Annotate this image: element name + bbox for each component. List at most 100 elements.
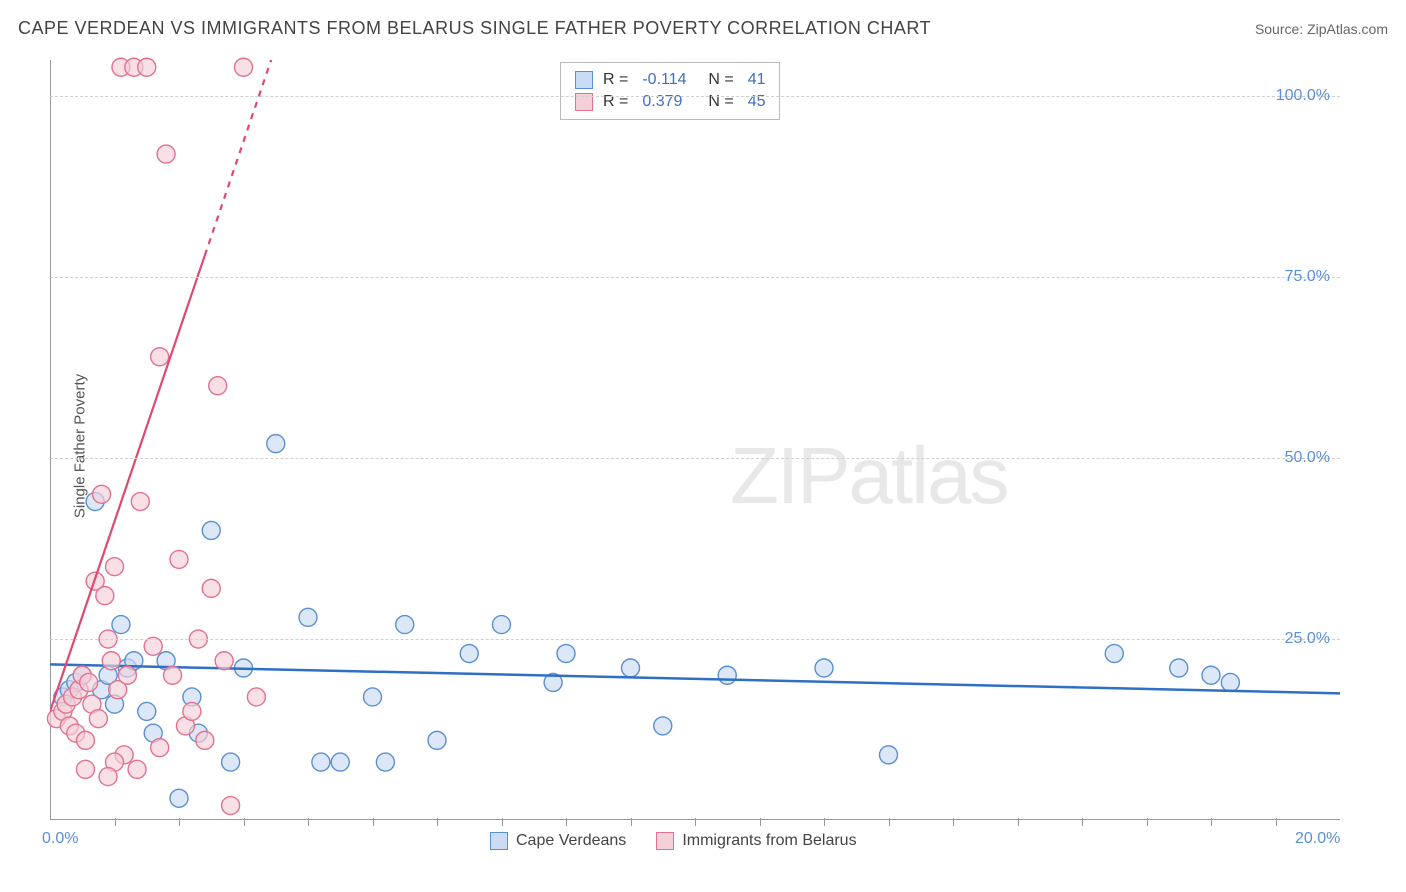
data-point [222, 753, 240, 771]
data-point [102, 652, 120, 670]
data-point [235, 58, 253, 76]
x-tick [244, 818, 245, 826]
data-point [96, 587, 114, 605]
data-point [312, 753, 330, 771]
data-point [89, 710, 107, 728]
legend-n-label: N = [708, 71, 733, 89]
legend-swatch [575, 71, 593, 89]
legend-correlation-row: R =0.379N =45 [575, 91, 765, 113]
data-point [76, 731, 94, 749]
legend-series-label: Cape Verdeans [516, 832, 626, 850]
x-tick [1147, 818, 1148, 826]
grid-line [50, 639, 1340, 640]
data-point [183, 702, 201, 720]
data-point [1202, 666, 1220, 684]
legend-n-value: 41 [748, 71, 766, 89]
x-tick [953, 818, 954, 826]
data-point [151, 739, 169, 757]
data-point [557, 645, 575, 663]
data-point [460, 645, 478, 663]
data-point [215, 652, 233, 670]
x-tick-label: 0.0% [42, 830, 78, 848]
x-tick [1211, 818, 1212, 826]
data-point [209, 377, 227, 395]
plot-svg [50, 60, 1340, 820]
data-point [118, 666, 136, 684]
data-point [157, 145, 175, 163]
legend-swatch [656, 832, 674, 850]
trend-line [50, 664, 1340, 693]
x-tick [695, 818, 696, 826]
grid-line [50, 96, 1340, 97]
trend-line [50, 255, 205, 711]
x-tick [179, 818, 180, 826]
data-point [428, 731, 446, 749]
y-tick-label: 100.0% [1276, 87, 1330, 105]
data-point [364, 688, 382, 706]
data-point [106, 558, 124, 576]
data-point [880, 746, 898, 764]
y-tick-label: 75.0% [1285, 268, 1330, 286]
data-point [247, 688, 265, 706]
x-tick [631, 818, 632, 826]
x-tick [760, 818, 761, 826]
data-point [299, 608, 317, 626]
x-tick [889, 818, 890, 826]
x-tick [566, 818, 567, 826]
data-point [138, 702, 156, 720]
data-point [151, 348, 169, 366]
legend-correlation-row: R = -0.114 N = 41 [575, 69, 765, 91]
chart-title: CAPE VERDEAN VS IMMIGRANTS FROM BELARUS … [18, 18, 931, 39]
x-tick [437, 818, 438, 826]
data-point [331, 753, 349, 771]
legend-series-item: Immigrants from Belarus [656, 832, 856, 850]
plot-area: ZIPatlas R =-0.114N =41R =0.379N =45 Cap… [50, 60, 1340, 820]
data-point [622, 659, 640, 677]
x-tick [308, 818, 309, 826]
data-point [164, 666, 182, 684]
legend-swatch [490, 832, 508, 850]
x-tick [1082, 818, 1083, 826]
x-tick [824, 818, 825, 826]
x-tick [502, 818, 503, 826]
data-point [93, 485, 111, 503]
data-point [267, 435, 285, 453]
legend-r-label: R = [603, 71, 628, 89]
legend-r-value: -0.114 [642, 71, 698, 89]
legend-series-item: Cape Verdeans [490, 832, 626, 850]
data-point [493, 616, 511, 634]
legend-series-label: Immigrants from Belarus [682, 832, 856, 850]
x-tick [115, 818, 116, 826]
data-point [76, 760, 94, 778]
data-point [222, 797, 240, 815]
data-point [376, 753, 394, 771]
data-point [138, 58, 156, 76]
data-point [815, 659, 833, 677]
x-tick [1276, 818, 1277, 826]
data-point [396, 616, 414, 634]
x-tick [373, 818, 374, 826]
data-point [202, 579, 220, 597]
data-point [1170, 659, 1188, 677]
data-point [1105, 645, 1123, 663]
y-tick-label: 50.0% [1285, 449, 1330, 467]
grid-line [50, 458, 1340, 459]
chart-header: CAPE VERDEAN VS IMMIGRANTS FROM BELARUS … [18, 18, 1388, 39]
data-point [718, 666, 736, 684]
data-point [112, 616, 130, 634]
data-point [202, 521, 220, 539]
legend-correlation: R = -0.114 N = 41 R =0.379N =45 [560, 62, 780, 120]
data-point [196, 731, 214, 749]
y-tick-label: 25.0% [1285, 630, 1330, 648]
x-tick [1018, 818, 1019, 826]
data-point [128, 760, 146, 778]
data-point [80, 673, 98, 691]
source-attribution: Source: ZipAtlas.com [1255, 21, 1388, 37]
data-point [170, 550, 188, 568]
data-point [1221, 673, 1239, 691]
legend-series: Cape Verdeans Immigrants from Belarus [490, 832, 857, 850]
data-point [170, 789, 188, 807]
data-point [131, 493, 149, 511]
grid-line [50, 277, 1340, 278]
x-tick-label: 20.0% [1295, 830, 1340, 848]
